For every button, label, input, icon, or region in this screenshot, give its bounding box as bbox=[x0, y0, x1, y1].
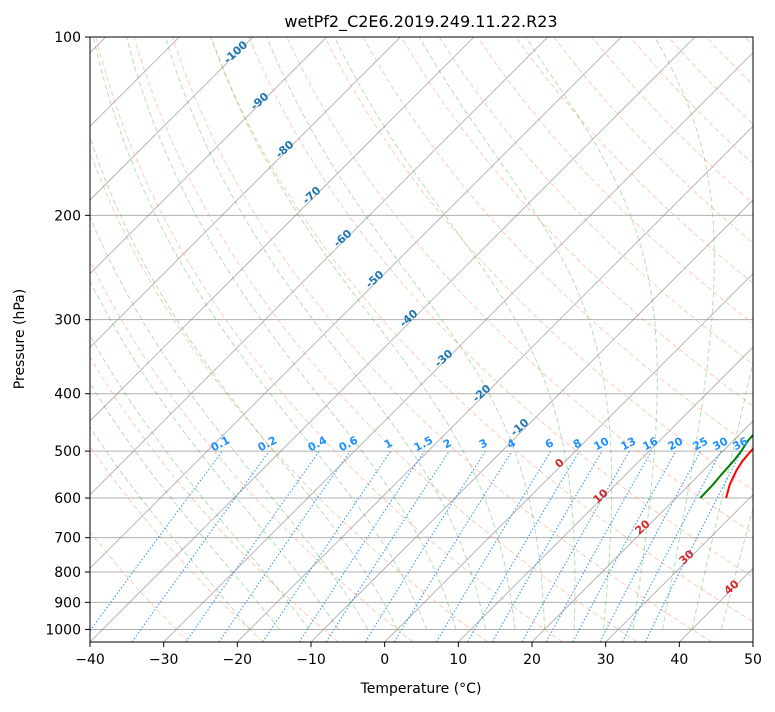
x-tick-label: 40 bbox=[670, 652, 688, 668]
y-tick-label: 800 bbox=[54, 565, 81, 581]
x-tick-label: 50 bbox=[744, 652, 762, 668]
chart-title: wetPf2_C2E6.2019.249.11.22.R23 bbox=[284, 12, 557, 32]
isotherm-line bbox=[753, 37, 775, 642]
x-tick-label: 30 bbox=[597, 652, 615, 668]
plot-background bbox=[90, 37, 753, 642]
x-axis-ticks: −40 −30 −20 −10 0 10 20 30 40 50 bbox=[75, 642, 762, 668]
y-axis-title: Pressure (hPa) bbox=[12, 289, 28, 389]
x-tick-label: −40 bbox=[75, 652, 105, 668]
y-axis-ticks: 100 200 300 400 500 600 700 800 900 1000 bbox=[45, 30, 90, 638]
y-tick-label: 400 bbox=[54, 387, 81, 403]
y-tick-label: 200 bbox=[54, 208, 81, 224]
x-tick-label: −30 bbox=[149, 652, 179, 668]
y-tick-label: 300 bbox=[54, 313, 81, 329]
y-tick-label: 100 bbox=[54, 30, 81, 46]
x-axis-title: Temperature (°C) bbox=[360, 681, 482, 697]
x-tick-label: 20 bbox=[523, 652, 541, 668]
x-tick-label: −20 bbox=[223, 652, 253, 668]
y-tick-label: 700 bbox=[54, 531, 81, 547]
x-tick-label: 10 bbox=[449, 652, 467, 668]
x-tick-label: −10 bbox=[296, 652, 326, 668]
y-tick-label: 1000 bbox=[45, 622, 81, 638]
x-tick-label: 0 bbox=[380, 652, 389, 668]
y-tick-label: 500 bbox=[54, 444, 81, 460]
y-tick-label: 600 bbox=[54, 491, 81, 507]
y-tick-label: 900 bbox=[54, 595, 81, 611]
